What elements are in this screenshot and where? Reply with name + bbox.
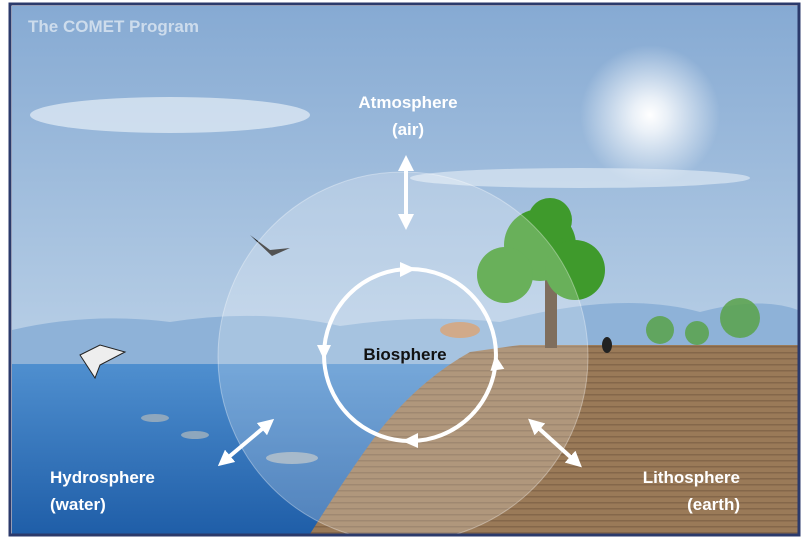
sphere-name: Hydrosphere: [50, 468, 155, 487]
exchange-arrows: [217, 155, 582, 468]
sun: [580, 45, 720, 185]
sphere-note: (water): [50, 495, 106, 514]
sphere-name: Atmosphere: [358, 93, 457, 112]
credit: The COMET Program: [28, 17, 199, 36]
cloud: [410, 168, 750, 188]
tree-canopy: [477, 198, 605, 303]
cloud: [30, 97, 310, 133]
sphere-note: (air): [392, 120, 424, 139]
frame: [8, 2, 801, 537]
sphere-name: Lithosphere: [643, 468, 740, 487]
distant-trees: [646, 298, 760, 345]
cycle-arrowheads: [317, 262, 505, 448]
fish: [141, 414, 318, 464]
animals: [79, 235, 612, 380]
sphere-note: (earth): [687, 495, 740, 514]
center-label: Biosphere: [363, 345, 446, 364]
